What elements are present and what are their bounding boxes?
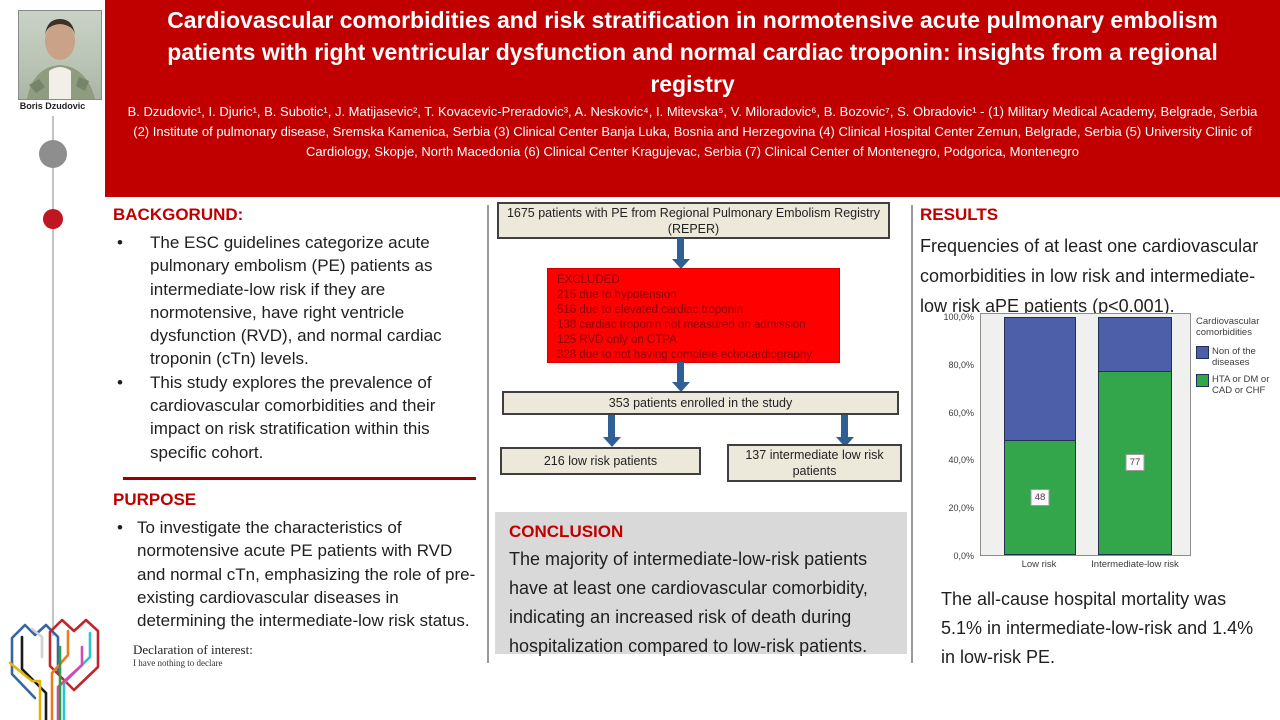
stacked-bar-chart: 100,0% 80,0% 60,0% 40,0% 20,0% 0,0% 48 7… bbox=[943, 312, 1191, 561]
background-bullet: This study explores the prevalence of ca… bbox=[113, 371, 479, 464]
flow-arrow-down-2 bbox=[677, 362, 684, 382]
flow-box-excluded: EXCLUDED 215 due to hypotension 516 due … bbox=[547, 268, 840, 363]
chart-legend: Cardiovascular comorbidities Non of the … bbox=[1196, 316, 1280, 402]
flow-box-intermediate-risk: 137 intermediate low risk patients bbox=[727, 444, 902, 482]
results-intro: Frequencies of at least one cardiovascul… bbox=[920, 236, 1259, 316]
y-tick: 60,0% bbox=[948, 407, 974, 418]
author-name: Boris Dzudovic bbox=[19, 101, 86, 111]
authors-affiliations: B. Dzudovic¹, I. Djuric¹, B. Subotic¹, J… bbox=[127, 104, 1258, 159]
timeline-gray-dot bbox=[39, 140, 67, 168]
chart-bar-intermediate: 77 bbox=[1098, 317, 1172, 555]
excluded-item: 125 RVD only on CTPA bbox=[557, 334, 677, 346]
declaration-title: Declaration of interest: bbox=[133, 642, 253, 658]
legend-swatch-blue bbox=[1196, 346, 1209, 359]
flow-box-registry: 1675 patients with PE from Regional Pulm… bbox=[497, 202, 890, 239]
excluded-item: 516 due to elevated cardiac troponin bbox=[557, 304, 744, 316]
poster-title: Cardiovascular comorbidities and risk st… bbox=[167, 7, 1218, 97]
conclusion-heading: CONCLUSION bbox=[509, 522, 624, 541]
sidebar: Boris Dzudovic bbox=[0, 0, 105, 720]
legend-label: HTA or DM or CAD or CHF bbox=[1212, 374, 1270, 396]
results-heading: RESULTS bbox=[920, 205, 999, 224]
excluded-item: 328 due to not having complete echocardi… bbox=[557, 349, 813, 361]
flow-arrow-down-3 bbox=[608, 415, 615, 437]
background-bullets: The ESC guidelines categorize acute pulm… bbox=[113, 231, 479, 464]
chart-bar-low-risk: 48 bbox=[1004, 317, 1076, 555]
legend-label: Non of the diseases bbox=[1212, 346, 1256, 368]
excluded-item: 215 due to hypotension bbox=[557, 289, 677, 301]
flow-box-low-risk: 216 low risk patients bbox=[500, 447, 701, 475]
background-bullet: The ESC guidelines categorize acute pulm… bbox=[113, 231, 479, 371]
declaration-text: I have nothing to declare bbox=[133, 658, 223, 669]
author-photo bbox=[18, 10, 102, 100]
background-section: BACKGORUND: The ESC guidelines categoriz… bbox=[113, 205, 479, 668]
legend-entry: HTA or DM or CAD or CHF bbox=[1196, 374, 1280, 396]
y-tick: 80,0% bbox=[948, 359, 974, 370]
excluded-heading: EXCLUDED bbox=[557, 274, 620, 286]
flow-arrow-down-4 bbox=[841, 415, 848, 437]
legend-entry: Non of the diseases bbox=[1196, 346, 1280, 368]
y-tick: 40,0% bbox=[948, 455, 974, 466]
purpose-bullets: To investigate the characteristics of no… bbox=[113, 516, 479, 632]
header-banner: Cardiovascular comorbidities and risk st… bbox=[105, 0, 1280, 197]
purpose-heading: PURPOSE bbox=[113, 489, 197, 509]
flow-arrow-down-1 bbox=[677, 238, 684, 259]
results-section: RESULTS Frequencies of at least one card… bbox=[920, 205, 1276, 321]
background-heading: BACKGORUND: bbox=[113, 205, 244, 224]
column-divider-left bbox=[487, 205, 489, 663]
legend-title: Cardiovascular comorbidities bbox=[1196, 316, 1260, 338]
y-tick: 20,0% bbox=[948, 503, 974, 514]
x-label-intermediate: Intermediate-low risk bbox=[1091, 559, 1179, 570]
y-tick: 100,0% bbox=[943, 312, 974, 322]
mortality-text: The all-cause hospital mortality was 5.1… bbox=[941, 589, 1254, 667]
timeline-line bbox=[52, 116, 54, 636]
y-tick: 0,0% bbox=[953, 551, 974, 561]
excluded-item: 138 cardiac troponin not measured on adm… bbox=[557, 319, 806, 331]
timeline-red-dot bbox=[43, 209, 63, 229]
flow-box-enrolled: 353 patients enrolled in the study bbox=[502, 391, 899, 415]
conclusion-box: CONCLUSION The majority of intermediate-… bbox=[495, 512, 907, 656]
x-label-low-risk: Low risk bbox=[1021, 559, 1057, 570]
esc-heart-logo bbox=[8, 618, 100, 720]
author-portrait-icon bbox=[27, 19, 95, 99]
chart-y-axis: 100,0% 80,0% 60,0% 40,0% 20,0% 0,0% bbox=[933, 312, 977, 561]
column-divider-right bbox=[911, 205, 913, 663]
purpose-bullet: To investigate the characteristics of no… bbox=[113, 516, 479, 632]
declaration-of-interest: Declaration of interest: I have nothing … bbox=[133, 642, 479, 668]
conclusion-text: The majority of intermediate-low-risk pa… bbox=[509, 549, 868, 656]
section-divider-rule bbox=[123, 476, 476, 480]
legend-swatch-green bbox=[1196, 374, 1209, 387]
